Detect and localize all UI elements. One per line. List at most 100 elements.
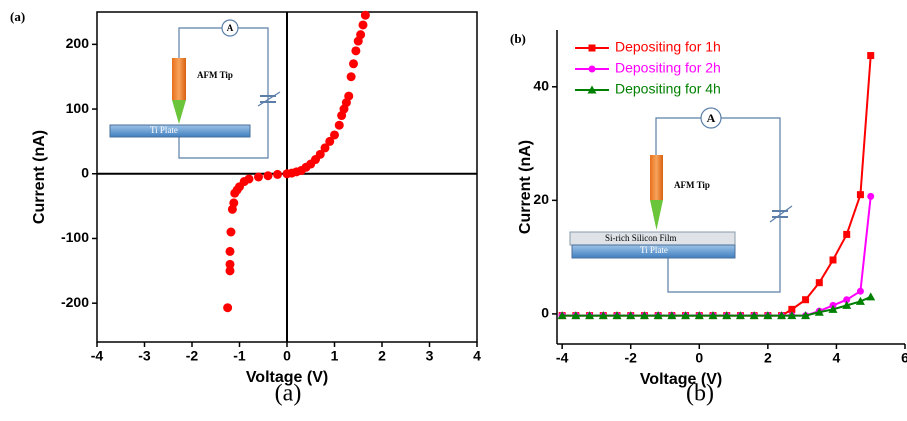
inset-label: Ti Plate — [640, 245, 668, 255]
x-tick-label: 4 — [473, 348, 481, 364]
point — [867, 52, 875, 60]
point — [856, 287, 864, 295]
point — [254, 172, 263, 182]
point — [694, 311, 704, 320]
point — [843, 296, 851, 304]
point — [653, 311, 663, 320]
point — [351, 46, 361, 56]
x-tick-label: -2 — [186, 348, 199, 364]
point — [330, 130, 339, 140]
y-tick-label: -100 — [61, 229, 89, 245]
x-tick-label: 2 — [378, 348, 386, 364]
point — [358, 20, 368, 30]
point — [735, 311, 745, 320]
inset-a — [178, 19, 281, 159]
point — [244, 174, 254, 184]
point — [626, 311, 636, 320]
inset-label: AFM Tip — [674, 180, 710, 190]
point — [344, 91, 354, 101]
legend-label: Depositing for 4h — [615, 81, 721, 97]
legend-label: Depositing for 1h — [615, 39, 721, 55]
y-tick-label: 0 — [81, 164, 89, 180]
point — [273, 169, 282, 179]
point — [571, 311, 581, 320]
point — [722, 311, 732, 320]
panel-label: (b) — [510, 31, 526, 46]
legend-marker — [588, 65, 596, 73]
point — [598, 311, 608, 320]
inset-label: Si-rich Silicon Film — [605, 233, 677, 243]
point — [223, 303, 233, 313]
point — [325, 136, 335, 146]
x-tick-label: -3 — [138, 348, 151, 364]
tip-point — [172, 100, 186, 124]
y-tick-label: 100 — [66, 100, 90, 116]
legend-label: Depositing for 2h — [615, 60, 721, 76]
point — [856, 191, 864, 199]
point — [334, 120, 344, 130]
y-tick-label: 0 — [541, 305, 549, 321]
point — [225, 246, 235, 256]
x-tick-label: -4 — [91, 348, 104, 364]
point — [612, 311, 622, 320]
point — [787, 311, 797, 320]
point — [866, 292, 876, 301]
panel-label: (a) — [10, 9, 25, 24]
inset-label: AFM Tip — [197, 70, 233, 80]
point — [585, 311, 595, 320]
x-tick-label: -1 — [233, 348, 246, 364]
y-tick-label: 20 — [533, 191, 549, 207]
point — [225, 259, 235, 269]
point — [639, 311, 649, 320]
legend-marker — [587, 85, 597, 94]
point — [802, 296, 810, 304]
point — [763, 311, 773, 320]
legend-marker — [588, 44, 596, 52]
point — [777, 311, 787, 320]
point — [320, 143, 330, 153]
y-axis-label: Current (nA) — [31, 130, 48, 224]
point — [681, 311, 691, 320]
point — [225, 266, 235, 276]
y-tick-label: 40 — [533, 77, 549, 93]
inset-b — [655, 107, 793, 293]
point — [356, 30, 366, 40]
y-tick-label: 200 — [66, 35, 90, 51]
inset-label: A — [707, 111, 716, 125]
x-tick-label: -2 — [624, 350, 637, 366]
point — [346, 72, 356, 82]
point — [867, 192, 875, 200]
point — [842, 300, 852, 309]
x-axis-label: Voltage (V) — [246, 369, 328, 386]
point — [667, 311, 677, 320]
point — [360, 10, 370, 20]
x-tick-label: 2 — [764, 350, 772, 366]
point — [814, 307, 824, 316]
x-axis-label: Voltage (V) — [640, 371, 722, 388]
x-tick-label: 0 — [283, 348, 291, 364]
point — [815, 279, 823, 287]
x-tick-label: -4 — [556, 350, 569, 366]
ti-plate — [571, 244, 736, 259]
x-tick-label: 4 — [833, 350, 841, 366]
point — [801, 311, 811, 320]
inset-label: Ti Plate — [150, 125, 178, 135]
x-tick-label: 6 — [901, 350, 907, 366]
point — [263, 171, 273, 181]
point — [349, 59, 358, 69]
point — [557, 311, 567, 320]
ti-plate — [109, 124, 251, 138]
point — [226, 227, 236, 237]
tip-point — [650, 200, 663, 230]
caption: (b) — [686, 381, 714, 407]
point — [829, 256, 837, 264]
x-tick-label: 3 — [426, 348, 434, 364]
caption: (a) — [275, 381, 302, 407]
x-tick-label: 0 — [695, 350, 703, 366]
afm-tip — [172, 58, 186, 100]
point — [229, 198, 239, 208]
inset-label: A — [227, 23, 234, 33]
y-tick-label: -200 — [61, 294, 89, 310]
point — [315, 149, 325, 159]
